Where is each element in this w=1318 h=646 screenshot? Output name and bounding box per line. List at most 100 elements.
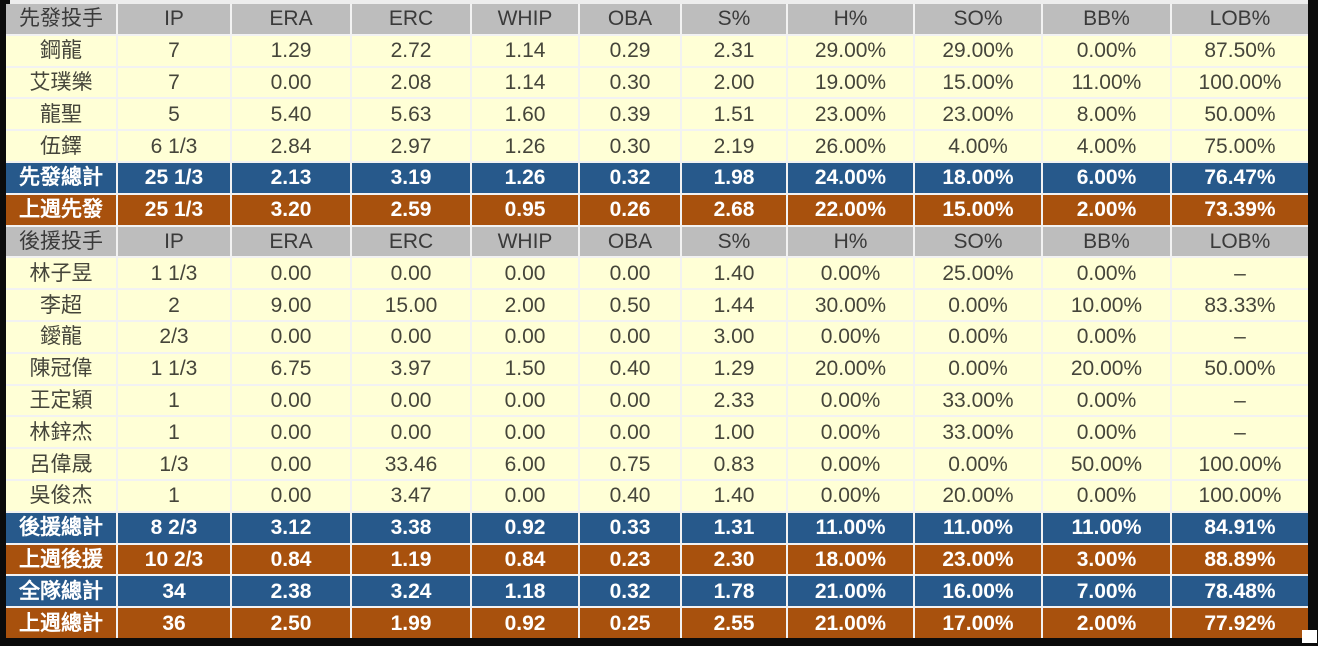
stat-cell: 3.38 <box>352 512 470 543</box>
section-header-label: 後援投手 <box>6 226 116 257</box>
stat-cell: 100.00% <box>1172 67 1308 98</box>
total-row-label-cell: 後援總計 <box>6 512 116 543</box>
stat-cell: 1 1/3 <box>118 258 230 289</box>
stat-cell: 0.00% <box>1043 417 1170 448</box>
stat-cell: 2.00 <box>682 67 786 98</box>
stat-cell: 2.84 <box>232 131 350 161</box>
stat-cell: 0.33 <box>580 512 680 543</box>
stat-cell: 0.95 <box>472 194 578 225</box>
column-header-erc: ERC <box>352 226 470 257</box>
stat-cell: 6.00 <box>472 449 578 479</box>
stat-cell: 22.00% <box>788 194 913 225</box>
stat-cell: 0.00% <box>1043 258 1170 289</box>
stat-cell: 0.00 <box>232 67 350 98</box>
stat-cell: 0.83 <box>682 449 786 479</box>
stat-cell: 2.33 <box>682 385 786 416</box>
stat-cell: 10.00% <box>1043 290 1170 320</box>
stat-cell: 77.92% <box>1172 608 1308 638</box>
pitcher-name-cell: 鑀龍 <box>6 321 116 352</box>
stat-cell: 3.47 <box>352 480 470 511</box>
stat-cell: 0.00% <box>788 321 913 352</box>
column-header-s-pct: S% <box>682 4 786 34</box>
stat-cell: 50.00% <box>1172 99 1308 130</box>
stat-cell: 0.00 <box>580 321 680 352</box>
stat-cell: 0.00% <box>915 449 1041 479</box>
stat-cell: 1/3 <box>118 449 230 479</box>
stat-cell: 20.00% <box>1043 353 1170 384</box>
stat-cell: 1.26 <box>472 162 578 193</box>
column-header-ip: IP <box>118 226 230 257</box>
pitcher-name-cell: 林鋅杰 <box>6 417 116 448</box>
stat-cell: 7.00% <box>1043 576 1170 607</box>
stat-cell: 15.00 <box>352 290 470 320</box>
stat-cell: 0.00 <box>232 321 350 352</box>
pitcher-name-cell: 呂偉晟 <box>6 449 116 479</box>
stat-cell: 6.75 <box>232 353 350 384</box>
stat-cell: 83.33% <box>1172 290 1308 320</box>
stat-cell: 0.92 <box>472 608 578 638</box>
stat-cell: 23.00% <box>915 544 1041 575</box>
pitcher-name-cell: 林子昱 <box>6 258 116 289</box>
stat-cell: 78.48% <box>1172 576 1308 607</box>
stat-cell: 87.50% <box>1172 35 1308 66</box>
stat-cell: 3.12 <box>232 512 350 543</box>
stat-cell: 0.40 <box>580 480 680 511</box>
stat-cell: 3.24 <box>352 576 470 607</box>
column-header-ip: IP <box>118 4 230 34</box>
stat-cell: 1.19 <box>352 544 470 575</box>
column-header-lob-pct: LOB% <box>1172 226 1308 257</box>
stat-cell: 2/3 <box>118 321 230 352</box>
stat-cell: 0.00 <box>472 385 578 416</box>
stat-cell: 2.00% <box>1043 194 1170 225</box>
stat-cell: 2.08 <box>352 67 470 98</box>
stat-cell: 1 1/3 <box>118 353 230 384</box>
total-row-label-cell: 上週後援 <box>6 544 116 575</box>
stat-cell: 75.00% <box>1172 131 1308 161</box>
stat-cell: 17.00% <box>915 608 1041 638</box>
stat-cell: 26.00% <box>788 131 913 161</box>
pitcher-name-cell: 伍鐸 <box>6 131 116 161</box>
stat-cell: 4.00% <box>915 131 1041 161</box>
stat-cell: 0.00 <box>352 321 470 352</box>
stat-cell: 2.97 <box>352 131 470 161</box>
stat-cell: 0.26 <box>580 194 680 225</box>
column-header-whip: WHIP <box>472 4 578 34</box>
stat-cell: 0.00 <box>580 417 680 448</box>
stat-cell: 0.50 <box>580 290 680 320</box>
column-header-oba: OBA <box>580 226 680 257</box>
total-row-label-cell: 先發總計 <box>6 162 116 193</box>
stat-cell: 0.00 <box>472 258 578 289</box>
stat-cell: 0.00 <box>352 417 470 448</box>
stat-cell: 0.32 <box>580 576 680 607</box>
stat-cell: 1.51 <box>682 99 786 130</box>
stat-cell: 0.00 <box>232 417 350 448</box>
stat-cell: 4.00% <box>1043 131 1170 161</box>
stat-cell: 10 2/3 <box>118 544 230 575</box>
stat-cell: 1.40 <box>682 258 786 289</box>
column-header-bb-pct: BB% <box>1043 4 1170 34</box>
column-header-s-pct: S% <box>682 226 786 257</box>
stat-cell: – <box>1172 417 1308 448</box>
stat-cell: 29.00% <box>915 35 1041 66</box>
section-header-label: 先發投手 <box>6 4 116 34</box>
stat-cell: 100.00% <box>1172 449 1308 479</box>
stat-cell: 11.00% <box>788 512 913 543</box>
stat-cell: 1.44 <box>682 290 786 320</box>
stat-cell: 2.38 <box>232 576 350 607</box>
stat-cell: 2.72 <box>352 35 470 66</box>
stat-cell: 0.75 <box>580 449 680 479</box>
stat-cell: 33.46 <box>352 449 470 479</box>
stat-cell: 5.63 <box>352 99 470 130</box>
stat-cell: 30.00% <box>788 290 913 320</box>
stat-cell: 0.00% <box>915 321 1041 352</box>
stat-cell: 34 <box>118 576 230 607</box>
stat-cell: – <box>1172 258 1308 289</box>
stat-cell: 0.39 <box>580 99 680 130</box>
stat-cell: 0.29 <box>580 35 680 66</box>
stat-cell: 21.00% <box>788 576 913 607</box>
stat-cell: 50.00% <box>1172 353 1308 384</box>
column-header-so-pct: SO% <box>915 4 1041 34</box>
stat-cell: 2.50 <box>232 608 350 638</box>
stat-cell: 1.14 <box>472 67 578 98</box>
